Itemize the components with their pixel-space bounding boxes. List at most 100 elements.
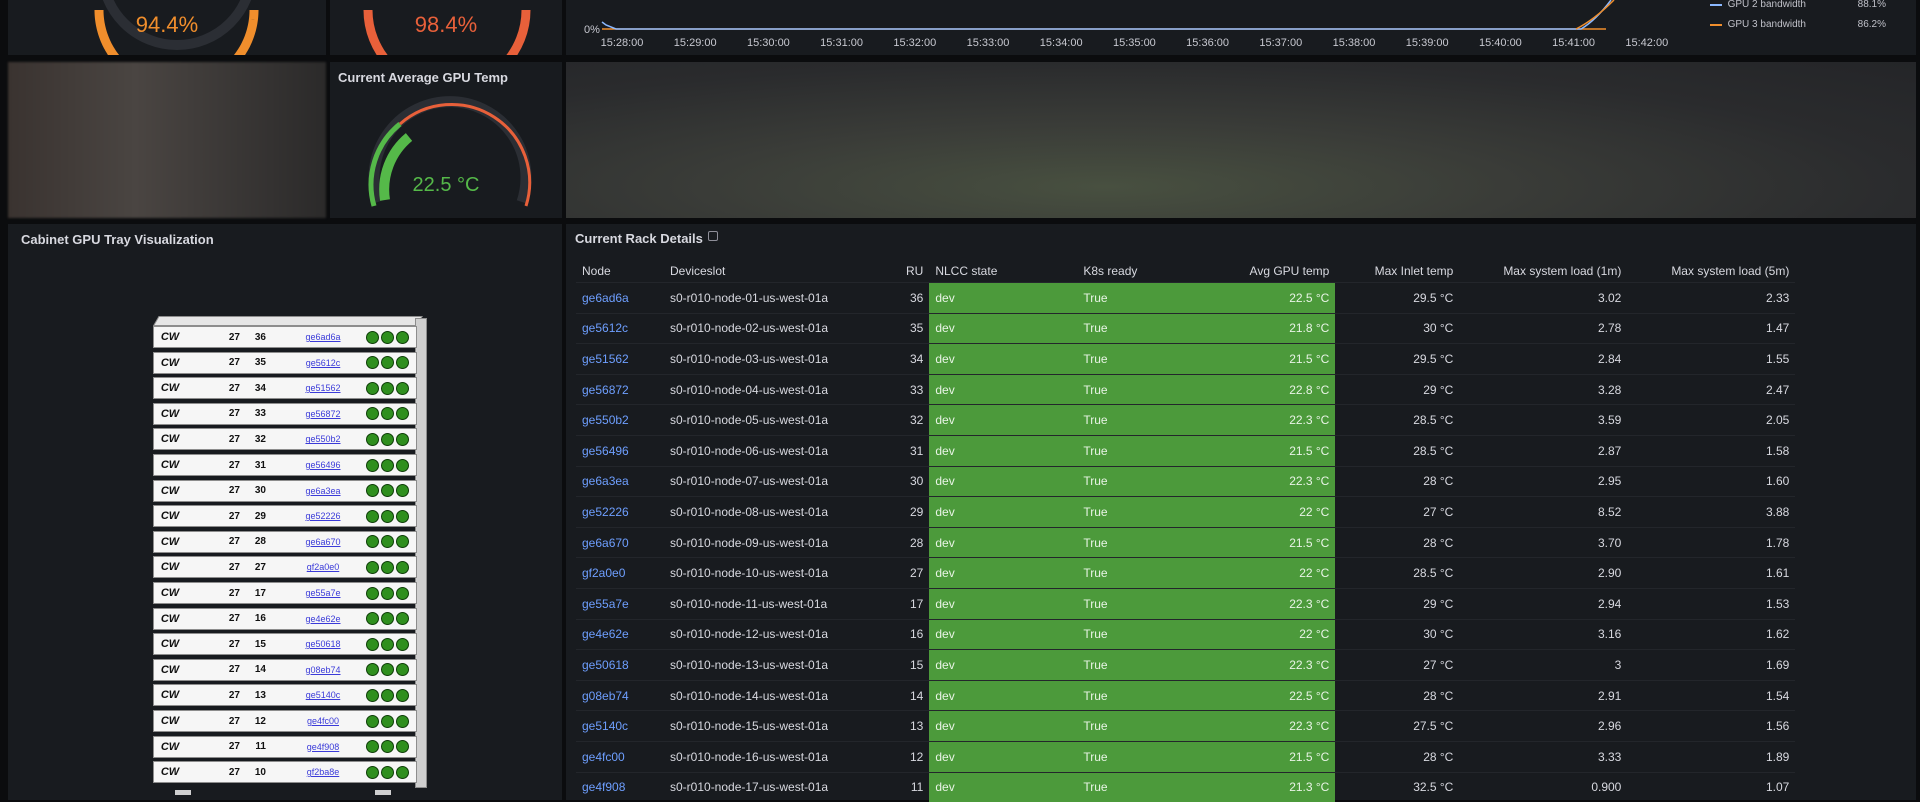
cell-node[interactable]: ge550b2 — [576, 404, 664, 436]
share-icon[interactable] — [708, 231, 718, 241]
status-dot — [396, 586, 409, 600]
rack-tray-row: CW 27 15 ge50618 — [153, 633, 417, 656]
gauge-panel-1: 94.4% — [8, 0, 326, 55]
cell-node[interactable]: ge51562 — [576, 343, 664, 375]
col-nlcc-state[interactable]: NLCC state — [935, 264, 998, 278]
legend-gpu2[interactable]: GPU 2 bandwidth 88.1% — [1709, 0, 1886, 10]
cell-node[interactable]: ge6ad6a — [576, 282, 664, 314]
col-node[interactable]: Node — [582, 264, 611, 278]
tray-cabinet: 27 — [228, 459, 240, 471]
table-row: ge550b2 s0-r010-node-05-us-west-01a 32 dev T… — [576, 404, 1796, 436]
cell-max-inlet-temp: 27 °C — [1335, 649, 1460, 681]
status-dot — [381, 407, 394, 421]
cell-node[interactable]: ge6a3ea — [576, 465, 664, 497]
cell-k8s-ready: True — [1077, 710, 1200, 742]
tray-node-link[interactable]: ge5140c — [305, 690, 341, 701]
cell-max-load-5m: 1.69 — [1627, 649, 1796, 681]
cell-nlcc-state: dev — [929, 587, 1078, 620]
tray-node-link[interactable]: ge6ad6a — [305, 332, 341, 342]
cell-max-inlet-temp: 29 °C — [1335, 587, 1460, 620]
x-tick-label: 15:35:00 — [1113, 37, 1156, 49]
cell-ru: 31 — [900, 434, 930, 467]
cell-node[interactable]: ge6a670 — [576, 526, 664, 558]
tray-ru: 27 — [254, 561, 266, 573]
tray-node-link[interactable]: ge6a670 — [305, 536, 341, 547]
cell-k8s-ready: True — [1077, 618, 1200, 650]
cell-node[interactable]: ge52226 — [576, 496, 664, 528]
cell-node[interactable]: ge56872 — [576, 373, 664, 405]
tray-node-link[interactable]: ge50618 — [305, 639, 341, 650]
tray-node-link[interactable]: ge52226 — [305, 511, 341, 522]
cell-ru: 11 — [900, 771, 930, 802]
status-dot — [366, 484, 379, 498]
table-row: ge4e62e s0-r010-node-12-us-west-01a 16 dev T… — [576, 618, 1796, 650]
tray-node-link[interactable]: ge56496 — [305, 460, 341, 470]
col-ru[interactable]: RU — [906, 264, 924, 278]
col-avg-gpu-temp[interactable]: Avg GPU temp — [1249, 264, 1330, 278]
tray-node-link[interactable]: ge4e62e — [305, 613, 341, 624]
x-tick-label: 15:31:00 — [820, 37, 863, 49]
cell-node[interactable]: ge5612c — [576, 312, 664, 344]
cell-node[interactable]: ge5140c — [576, 710, 664, 742]
status-dot — [396, 637, 409, 651]
col-max-inlet-temp[interactable]: Max Inlet temp — [1374, 264, 1454, 278]
cell-max-inlet-temp: 29 °C — [1335, 373, 1460, 405]
tray-node-link[interactable]: ge5612c — [305, 357, 341, 368]
cell-nlcc-state: dev — [929, 434, 1078, 467]
tray-cabinet: 27 — [228, 741, 240, 753]
cell-node[interactable]: ge4fc00 — [576, 740, 664, 772]
tray-node-link[interactable]: gf2ba8e — [306, 767, 340, 778]
tray-status-dots — [366, 535, 411, 549]
tray-node-link[interactable]: ge4fc00 — [306, 716, 340, 726]
cell-max-load-5m: 1.55 — [1627, 343, 1796, 375]
cell-avg-gpu-temp: 22 °C — [1199, 618, 1336, 650]
cell-node[interactable]: ge4e62e — [576, 618, 664, 650]
cabinet-title: Cabinet GPU Tray Visualization — [21, 232, 214, 247]
tray-node-link[interactable]: ge55a7e — [305, 588, 341, 598]
bandwidth-chart-panel: 0% 15:28:00 15:29:00 15:30:00 15:31:00 15:32… — [566, 0, 1916, 55]
cell-node[interactable]: ge50618 — [576, 649, 664, 681]
tray-status-dots — [366, 407, 411, 421]
cell-max-load-1m: 2.87 — [1459, 434, 1628, 467]
cell-node[interactable]: g08eb74 — [576, 679, 664, 711]
status-dot — [381, 663, 394, 677]
tray-node-link[interactable]: ge4f908 — [306, 741, 340, 752]
tray-status-dots — [366, 688, 411, 702]
cell-max-load-1m: 8.52 — [1459, 496, 1628, 528]
col-max-load-5m[interactable]: Max system load (5m) — [1671, 264, 1790, 278]
tray-ru: 16 — [254, 613, 266, 625]
cell-nlcc-state: dev — [929, 740, 1078, 772]
cell-node[interactable]: ge55a7e — [576, 587, 664, 620]
status-dot — [396, 560, 409, 574]
tray-node-link[interactable]: gf2a0e0 — [306, 562, 340, 573]
cell-node[interactable]: ge56496 — [576, 434, 664, 467]
tray-ru: 31 — [254, 459, 266, 471]
col-k8s-ready[interactable]: K8s ready — [1083, 264, 1138, 278]
cell-k8s-ready: True — [1077, 740, 1200, 772]
status-dot — [381, 637, 394, 651]
cell-node[interactable]: ge4f908 — [576, 771, 664, 802]
cell-max-load-1m: 3.70 — [1459, 526, 1628, 558]
tray-cabinet: 27 — [228, 766, 240, 778]
tray-node-link[interactable]: g08eb74 — [305, 664, 341, 675]
cell-deviceslot: s0-r010-node-05-us-west-01a — [664, 404, 900, 436]
cell-ru: 15 — [900, 649, 930, 681]
tray-status-dots — [366, 612, 411, 626]
cw-logo: CW — [160, 689, 180, 702]
legend-gpu3[interactable]: GPU 3 bandwidth 86.2% — [1709, 19, 1886, 30]
cell-avg-gpu-temp: 22.3 °C — [1199, 649, 1336, 681]
table-row: ge6a3ea s0-r010-node-07-us-west-01a 30 dev T… — [576, 465, 1796, 497]
table-row: ge56496 s0-r010-node-06-us-west-01a 31 dev T… — [576, 434, 1796, 467]
col-deviceslot[interactable]: Deviceslot — [670, 264, 726, 278]
tray-ru: 33 — [254, 408, 266, 420]
col-max-load-1m[interactable]: Max system load (1m) — [1503, 264, 1622, 278]
cell-deviceslot: s0-r010-node-12-us-west-01a — [664, 618, 900, 650]
cell-node[interactable]: gf2a0e0 — [576, 557, 664, 589]
tray-node-link[interactable]: ge550b2 — [305, 434, 341, 445]
status-dot — [396, 535, 409, 549]
tray-node-link[interactable]: ge51562 — [305, 383, 341, 394]
tray-cabinet: 27 — [228, 715, 240, 727]
tray-node-link[interactable]: ge56872 — [305, 408, 341, 419]
tray-node-link[interactable]: ge6a3ea — [305, 485, 341, 496]
cw-logo: CW — [160, 561, 180, 574]
